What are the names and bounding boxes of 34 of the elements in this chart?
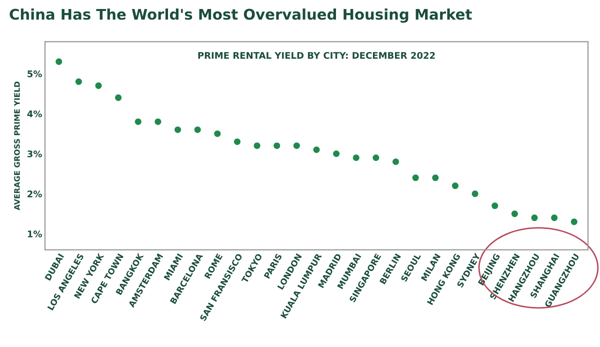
point xyxy=(274,142,280,149)
point xyxy=(254,142,260,149)
point xyxy=(472,190,478,198)
point xyxy=(412,174,419,182)
point xyxy=(134,118,142,125)
point xyxy=(115,94,122,101)
y-tick-label: 5% xyxy=(28,70,42,78)
point xyxy=(432,174,439,182)
point xyxy=(313,146,320,153)
point xyxy=(154,118,162,125)
point xyxy=(333,150,340,158)
y-tick-label: 4% xyxy=(27,110,42,118)
point xyxy=(511,210,518,218)
point xyxy=(75,78,82,85)
point xyxy=(95,82,102,89)
point xyxy=(492,202,498,210)
point xyxy=(293,142,300,149)
point xyxy=(452,182,458,190)
point xyxy=(392,158,400,166)
chart-title: China Has The World's Most Overvalued Housing Market xyxy=(10,8,472,23)
point xyxy=(214,130,221,137)
y-tick-label: 2% xyxy=(28,190,42,198)
y-tick-label: 3% xyxy=(28,150,42,158)
point xyxy=(372,154,380,162)
point xyxy=(174,126,182,133)
point xyxy=(352,154,360,162)
point xyxy=(551,214,558,222)
point xyxy=(531,214,538,222)
point xyxy=(570,218,578,226)
point xyxy=(194,126,201,133)
point xyxy=(234,138,240,145)
text: PRIME RENTAL YIELD BY CITY: DECEMBER 2022 xyxy=(198,52,435,59)
point xyxy=(56,58,62,65)
y-tick-label: 1% xyxy=(28,230,42,238)
